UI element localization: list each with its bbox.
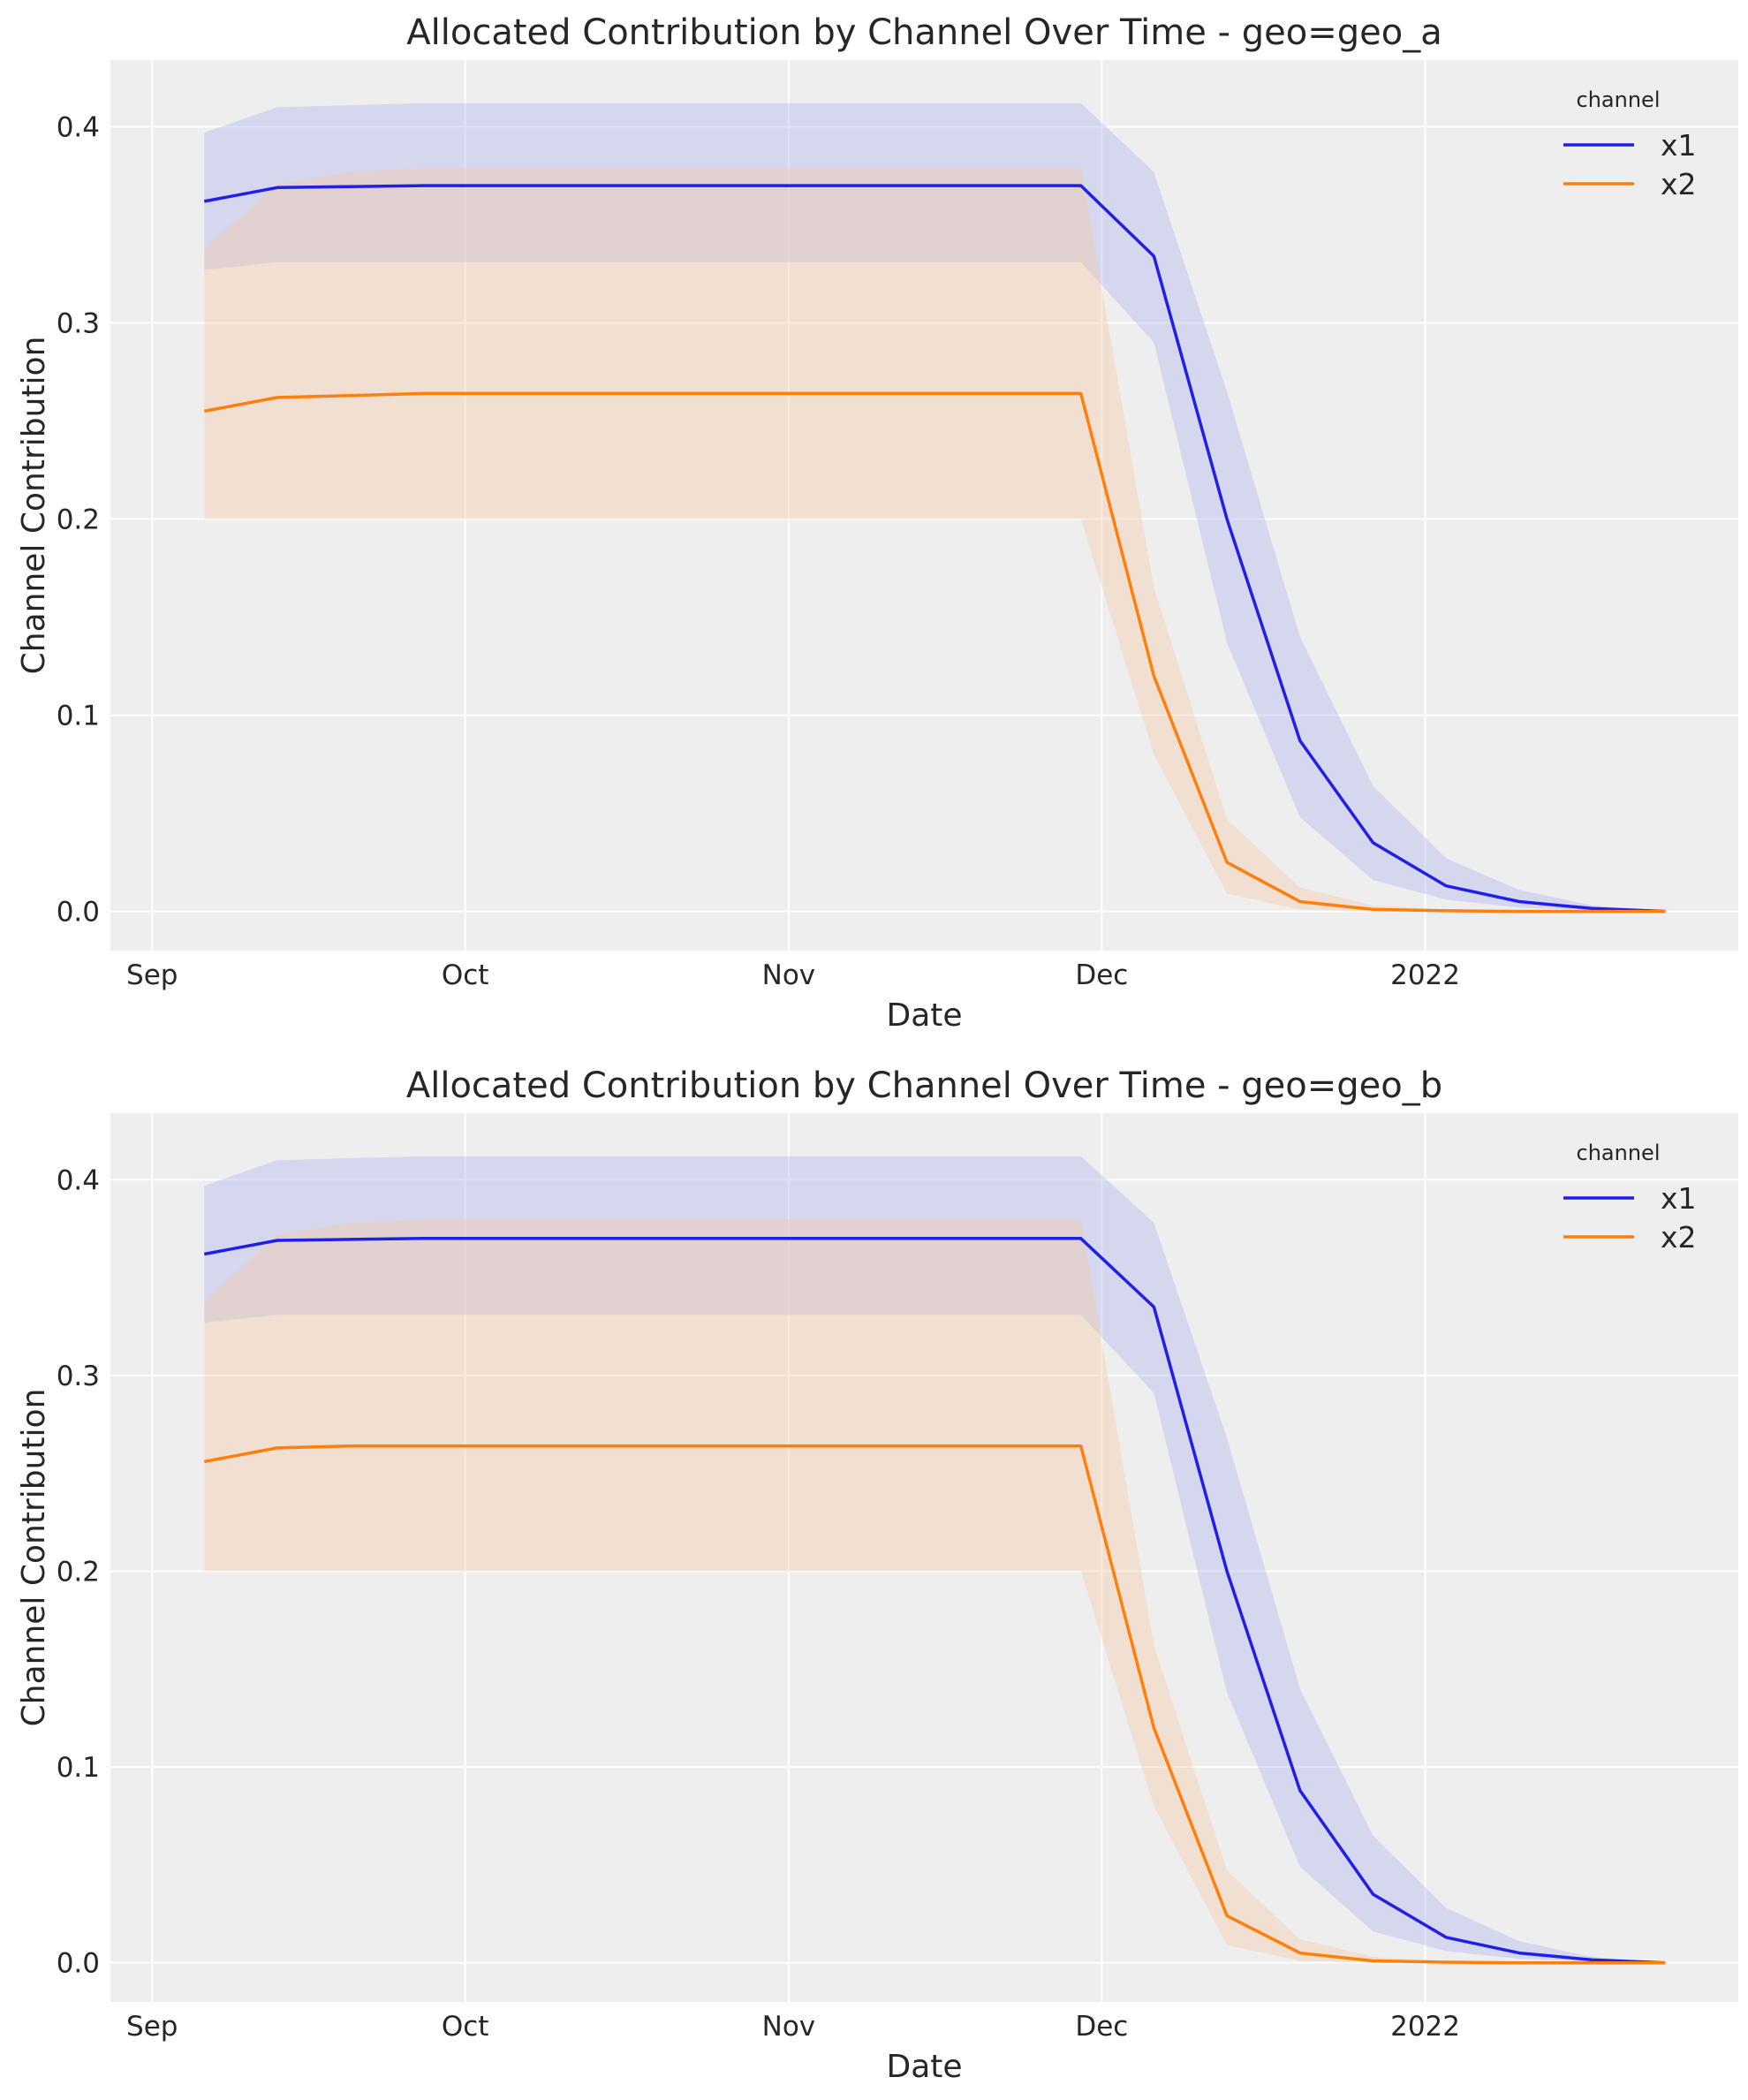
y-tick-label: 0.2 xyxy=(57,504,100,536)
x-tick-label: Oct xyxy=(442,959,489,991)
y-tick-label: 0.4 xyxy=(57,111,100,143)
x-tick-label: Sep xyxy=(126,2011,178,2043)
chart-title: Allocated Contribution by Channel Over T… xyxy=(406,1065,1442,1106)
legend-label-x1: x1 xyxy=(1661,1181,1697,1216)
x-tick-label: Oct xyxy=(442,2011,489,2043)
band-x2 xyxy=(204,1218,1666,1963)
y-tick-label: 0.0 xyxy=(57,1948,100,1980)
x-axis-label: Date xyxy=(886,997,962,1034)
band-x2 xyxy=(204,168,1666,912)
legend-title: channel xyxy=(1577,1141,1661,1165)
y-tick-label: 0.3 xyxy=(57,308,100,340)
line-x1 xyxy=(203,1237,1666,1965)
band-x1 xyxy=(204,102,1666,912)
line-x2 xyxy=(203,1444,1666,1965)
y-tick-label: 0.3 xyxy=(57,1361,100,1392)
plot-area xyxy=(110,60,1738,951)
y-tick-label: 0.4 xyxy=(57,1164,100,1196)
x-axis-label: Date xyxy=(886,2049,962,2085)
y-tick-label: 0.0 xyxy=(57,897,100,929)
chart-1: 0.0 0.1 0.2 0.3 0.4 Sep Oct Nov Dec 2022 Allocated… xyxy=(16,12,1738,1034)
band-x1 xyxy=(204,1156,1666,1963)
y-tick-label: 0.2 xyxy=(57,1557,100,1588)
legend-label-x2: x2 xyxy=(1661,167,1697,201)
plot-area xyxy=(110,1113,1738,2002)
y-axis-label: Channel Contribution xyxy=(16,1389,52,1727)
line-x1 xyxy=(203,184,1666,914)
y-tick-label: 0.1 xyxy=(57,1752,100,1784)
x-tick-label: Nov xyxy=(762,959,816,991)
legend-title: channel xyxy=(1577,87,1661,112)
chart-2: 0.0 0.1 0.2 0.3 0.4 Sep Oct Nov Dec 2022 Allocated… xyxy=(16,1065,1738,2085)
x-tick-label: 2022 xyxy=(1390,2011,1460,2043)
x-tick-label: Nov xyxy=(762,2011,816,2043)
line-x2 xyxy=(203,391,1666,914)
chart-title: Allocated Contribution by Channel Over T… xyxy=(406,12,1442,53)
legend-label-x1: x1 xyxy=(1661,128,1697,163)
x-tick-label: Dec xyxy=(1075,959,1128,991)
x-tick-label: 2022 xyxy=(1390,959,1460,991)
y-axis-label: Channel Contribution xyxy=(16,337,52,675)
x-tick-label: Dec xyxy=(1075,2011,1128,2043)
x-tick-label: Sep xyxy=(126,959,178,991)
y-tick-label: 0.1 xyxy=(57,701,100,732)
legend-label-x2: x2 xyxy=(1661,1220,1697,1255)
